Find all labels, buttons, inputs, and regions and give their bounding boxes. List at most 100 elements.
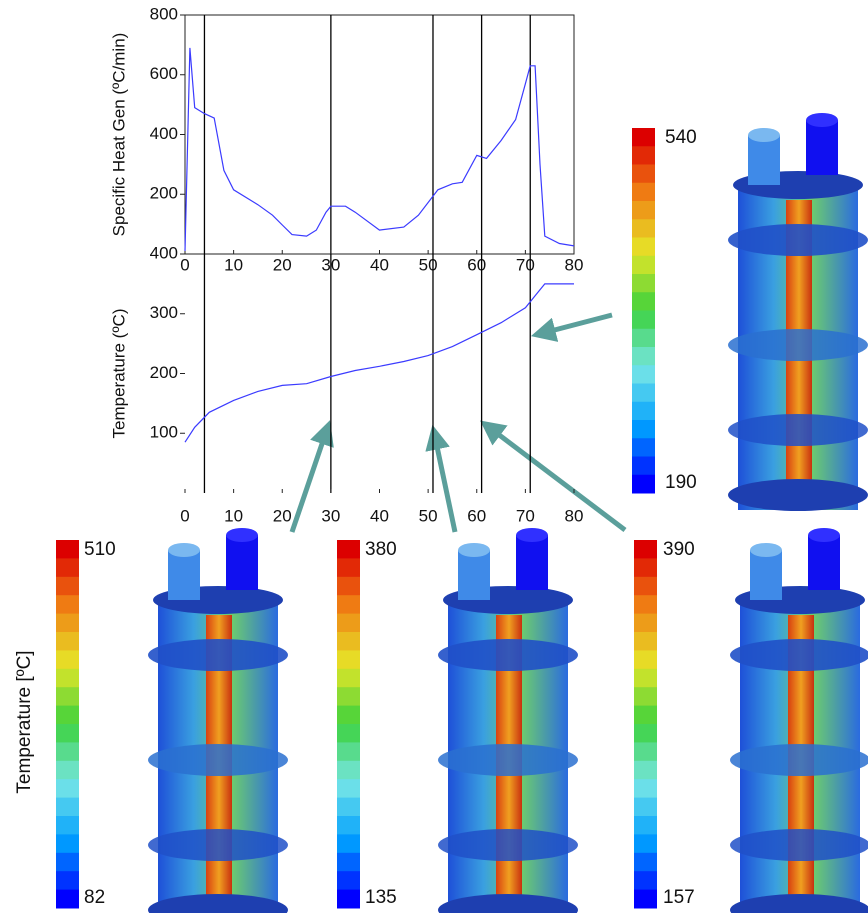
x-tick-label: 0 xyxy=(180,255,189,274)
x-tick-label: 10 xyxy=(224,255,243,274)
colorbar-band xyxy=(56,742,79,762)
colorbar-band xyxy=(56,760,79,780)
y-tick-label: 200 xyxy=(150,184,178,203)
colorbar-band xyxy=(634,816,657,835)
x-tick-label: 0 xyxy=(180,506,189,525)
colorbar-band xyxy=(56,705,79,725)
colorbar-band xyxy=(56,779,79,799)
colorbar-band xyxy=(632,182,655,202)
colorbar-band xyxy=(56,576,79,596)
colorbar-band xyxy=(337,595,360,615)
colorbar-band xyxy=(56,871,79,891)
colorbar-band xyxy=(632,146,655,165)
colorbar-band xyxy=(56,558,79,578)
colorbar-band xyxy=(632,347,655,366)
x-tick-label: 80 xyxy=(565,506,584,525)
colorbar-band xyxy=(634,889,657,909)
y-axis-label: Specific Heat Gen (ºC/min) xyxy=(109,33,128,237)
x-tick-label: 50 xyxy=(419,255,438,274)
x-tick-label: 40 xyxy=(370,255,389,274)
data-line xyxy=(184,47,575,252)
colorbar-band xyxy=(634,687,657,707)
colorbar-band xyxy=(337,540,360,559)
reactor-render xyxy=(438,528,578,913)
colorbar-max: 380 xyxy=(365,539,397,560)
colorbar-band xyxy=(632,365,655,384)
x-tick-label: 70 xyxy=(516,506,535,525)
data-line xyxy=(184,283,574,443)
colorbar-band xyxy=(56,834,79,854)
colorbar-band xyxy=(634,742,657,762)
plot-frame xyxy=(184,14,575,255)
y-tick-label: 800 xyxy=(150,4,178,23)
reactor-render xyxy=(728,113,868,511)
colorbar-band xyxy=(634,760,657,780)
colorbar-band xyxy=(337,760,360,780)
colorbar-band xyxy=(337,650,360,670)
colorbar-min: 135 xyxy=(365,887,397,908)
y-tick-label: 200 xyxy=(150,363,178,382)
colorbar-band xyxy=(56,852,79,872)
colorbar-band xyxy=(634,834,657,854)
colorbar-band xyxy=(632,219,655,238)
colorbar-band xyxy=(634,871,657,891)
x-tick-label: 40 xyxy=(370,506,389,525)
y-tick-label: 100 xyxy=(150,423,178,442)
arrow xyxy=(530,312,613,342)
x-tick-label: 50 xyxy=(419,506,438,525)
colorbar-band xyxy=(632,274,655,293)
colorbar-band xyxy=(56,889,79,909)
colorbar-band xyxy=(634,724,657,743)
colorbar-band xyxy=(337,797,360,817)
y-axis-label: Temperature (ºC) xyxy=(109,309,128,439)
x-tick-label: 70 xyxy=(516,255,535,274)
colorbar-band xyxy=(632,474,655,494)
colorbar-band xyxy=(634,797,657,817)
colorbar-band xyxy=(56,650,79,670)
y-tick-label: 600 xyxy=(150,64,178,83)
colorbar-band xyxy=(56,724,79,743)
colorbar-max: 510 xyxy=(84,539,116,560)
colorbar-band xyxy=(632,201,655,220)
y-tick-label: 400 xyxy=(150,124,178,143)
colorbar-band xyxy=(632,164,655,184)
colorbar-band xyxy=(634,650,657,670)
reactor-render xyxy=(148,528,288,913)
colorbar-band xyxy=(634,779,657,799)
colorbar-max: 540 xyxy=(665,127,697,148)
colorbar-band xyxy=(632,383,655,403)
colorbar-band xyxy=(632,438,655,457)
colorbar-band xyxy=(634,558,657,578)
colorbar-label: Temperature [ºC] xyxy=(14,650,35,793)
colorbar-band xyxy=(337,871,360,891)
colorbar-band xyxy=(56,797,79,817)
colorbar-band xyxy=(56,613,79,633)
x-tick-label: 20 xyxy=(273,506,292,525)
colorbar-band xyxy=(632,310,655,330)
y-tick-label: 400 xyxy=(150,243,178,262)
colorbar-band xyxy=(337,687,360,707)
colorbar-band xyxy=(337,576,360,596)
arrow xyxy=(289,420,334,533)
colorbar-min: 157 xyxy=(663,887,695,908)
colorbar-max: 390 xyxy=(663,539,695,560)
x-tick-label: 60 xyxy=(467,506,486,525)
x-tick-label: 80 xyxy=(565,255,584,274)
x-tick-label: 10 xyxy=(224,506,243,525)
x-tick-label: 60 xyxy=(467,255,486,274)
x-tick-label: 30 xyxy=(321,506,340,525)
colorbar-band xyxy=(634,576,657,596)
colorbar-band xyxy=(337,613,360,633)
colorbar-band xyxy=(632,420,655,439)
colorbar-band xyxy=(56,540,79,559)
colorbar-band xyxy=(634,705,657,725)
colorbar-band xyxy=(337,668,360,688)
colorbar-band xyxy=(337,632,360,651)
colorbar-band xyxy=(337,834,360,854)
colorbar-band xyxy=(632,456,655,476)
colorbar-band xyxy=(337,558,360,578)
colorbar-band xyxy=(56,668,79,688)
colorbar-band xyxy=(632,292,655,311)
colorbar-band xyxy=(56,816,79,835)
